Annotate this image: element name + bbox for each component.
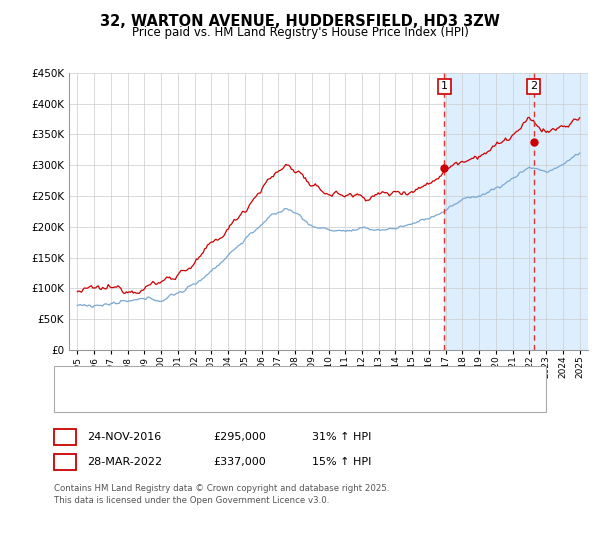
Text: 24-NOV-2016: 24-NOV-2016 — [87, 432, 161, 442]
Text: 32, WARTON AVENUE, HUDDERSFIELD, HD3 3ZW: 32, WARTON AVENUE, HUDDERSFIELD, HD3 3ZW — [100, 14, 500, 29]
Text: HPI: Average price, detached house, Kirklees: HPI: Average price, detached house, Kirk… — [111, 394, 335, 404]
Text: Contains HM Land Registry data © Crown copyright and database right 2025.
This d: Contains HM Land Registry data © Crown c… — [54, 484, 389, 505]
Text: 1: 1 — [441, 81, 448, 91]
Bar — [445, 73, 588, 350]
Text: £337,000: £337,000 — [213, 457, 266, 467]
Text: 28-MAR-2022: 28-MAR-2022 — [87, 457, 162, 467]
Text: 31% ↑ HPI: 31% ↑ HPI — [312, 432, 371, 442]
Text: 2: 2 — [61, 455, 68, 469]
Text: 2: 2 — [530, 81, 537, 91]
Text: Price paid vs. HM Land Registry's House Price Index (HPI): Price paid vs. HM Land Registry's House … — [131, 26, 469, 39]
Text: 32, WARTON AVENUE, HUDDERSFIELD, HD3 3ZW (detached house): 32, WARTON AVENUE, HUDDERSFIELD, HD3 3ZW… — [111, 374, 446, 384]
Text: 1: 1 — [61, 430, 68, 444]
Text: 15% ↑ HPI: 15% ↑ HPI — [312, 457, 371, 467]
Text: £295,000: £295,000 — [213, 432, 266, 442]
